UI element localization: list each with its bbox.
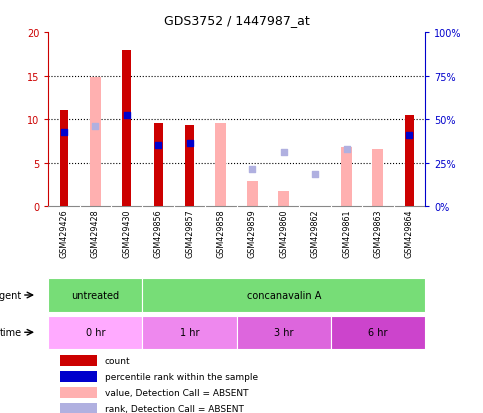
Point bbox=[92, 123, 99, 130]
Text: 1 hr: 1 hr bbox=[180, 328, 199, 337]
Bar bbox=[237, 316, 331, 349]
Bar bbox=[247, 181, 258, 206]
Point bbox=[343, 147, 351, 154]
Bar bbox=[90, 78, 101, 206]
Text: concanavalin A: concanavalin A bbox=[247, 290, 321, 300]
Text: GSM429859: GSM429859 bbox=[248, 209, 257, 257]
Bar bbox=[48, 278, 142, 312]
Text: GSM429858: GSM429858 bbox=[216, 209, 226, 257]
Text: GSM429426: GSM429426 bbox=[59, 209, 69, 257]
Text: GSM429861: GSM429861 bbox=[342, 209, 351, 257]
Bar bbox=[341, 147, 352, 206]
Point bbox=[406, 132, 413, 139]
Bar bbox=[154, 124, 163, 206]
Bar bbox=[215, 124, 227, 206]
Text: GSM429862: GSM429862 bbox=[311, 209, 320, 257]
Bar bbox=[122, 50, 131, 206]
Bar bbox=[59, 387, 97, 398]
Bar bbox=[278, 192, 289, 206]
Text: GSM429428: GSM429428 bbox=[91, 209, 100, 257]
Bar bbox=[372, 150, 384, 206]
Bar bbox=[59, 371, 97, 382]
Text: untreated: untreated bbox=[71, 290, 119, 300]
Text: 0 hr: 0 hr bbox=[85, 328, 105, 337]
Point bbox=[155, 142, 162, 149]
Text: count: count bbox=[105, 356, 130, 365]
Bar bbox=[59, 111, 69, 206]
Bar bbox=[331, 316, 425, 349]
Text: percentile rank within the sample: percentile rank within the sample bbox=[105, 372, 258, 381]
Bar bbox=[185, 126, 194, 206]
Bar bbox=[48, 316, 142, 349]
Bar bbox=[59, 403, 97, 413]
Point bbox=[280, 150, 288, 156]
Text: agent: agent bbox=[0, 290, 22, 300]
Point bbox=[186, 141, 194, 147]
Text: 3 hr: 3 hr bbox=[274, 328, 294, 337]
Text: GDS3752 / 1447987_at: GDS3752 / 1447987_at bbox=[164, 14, 310, 27]
Point bbox=[60, 130, 68, 136]
Text: rank, Detection Call = ABSENT: rank, Detection Call = ABSENT bbox=[105, 404, 244, 413]
Point bbox=[312, 171, 319, 178]
Text: value, Detection Call = ABSENT: value, Detection Call = ABSENT bbox=[105, 388, 248, 397]
Text: 6 hr: 6 hr bbox=[368, 328, 388, 337]
Text: GSM429860: GSM429860 bbox=[279, 209, 288, 257]
Bar bbox=[142, 278, 425, 312]
Text: GSM429430: GSM429430 bbox=[122, 209, 131, 257]
Bar bbox=[142, 316, 237, 349]
Point bbox=[123, 112, 130, 119]
Point bbox=[249, 166, 256, 173]
Text: GSM429863: GSM429863 bbox=[373, 209, 383, 257]
Bar bbox=[59, 355, 97, 366]
Text: time: time bbox=[0, 328, 22, 337]
Text: GSM429864: GSM429864 bbox=[405, 209, 414, 257]
Text: GSM429856: GSM429856 bbox=[154, 209, 163, 257]
Bar bbox=[405, 115, 414, 206]
Text: GSM429857: GSM429857 bbox=[185, 209, 194, 257]
